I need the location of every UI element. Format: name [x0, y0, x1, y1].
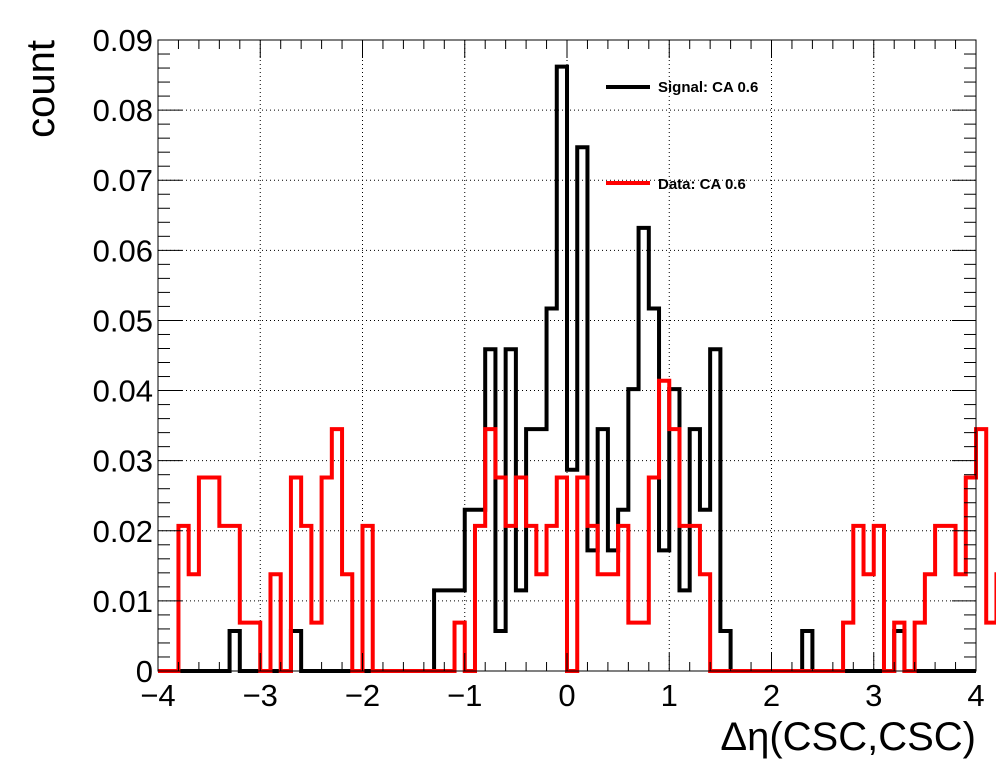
legend-label-data: Data: CA 0.6: [658, 176, 746, 193]
legend-label-signal: Signal: CA 0.6: [658, 79, 758, 96]
y-tick-label: 0.06: [93, 233, 153, 268]
y-tick-label: 0.09: [93, 23, 153, 58]
x-tick-label: −3: [243, 678, 278, 713]
y-tick-label: 0.01: [93, 584, 153, 619]
x-tick-label: 1: [661, 678, 678, 713]
y-tick-label: 0.02: [93, 514, 153, 549]
x-tick-label: 3: [865, 678, 882, 713]
y-axis-title: count: [19, 40, 63, 138]
x-axis-title: Δη(CSC,CSC): [720, 715, 976, 759]
x-tick-label: 4: [967, 678, 984, 713]
x-tick-label: −4: [140, 678, 175, 713]
y-tick-labels: 0 0.01 0.02 0.03 0.04 0.05 0.06 0.07 0.08 0.09: [93, 23, 153, 689]
y-tick-label: 0.07: [93, 163, 153, 198]
legend: Signal: CA 0.6 Data: CA 0.6: [606, 79, 758, 193]
y-tick-label: 0.03: [93, 444, 153, 479]
y-tick-label: 0.08: [93, 93, 153, 128]
x-tick-label: 2: [763, 678, 780, 713]
axes: [157, 39, 977, 672]
y-tick-label: 0.04: [93, 374, 153, 409]
x-tick-labels: −4 −3 −2 −1 0 1 2 3 4: [140, 678, 984, 713]
x-tick-label: −2: [345, 678, 380, 713]
x-tick-label: 0: [558, 678, 575, 713]
y-tick-label: 0.05: [93, 303, 153, 338]
x-tick-label: −1: [447, 678, 482, 713]
y-tick-label: 0: [136, 654, 153, 689]
